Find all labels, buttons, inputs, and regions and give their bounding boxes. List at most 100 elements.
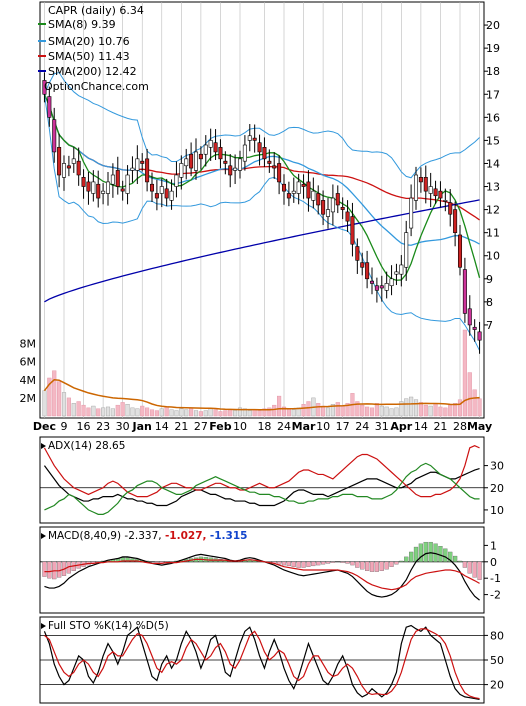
legend-item-sma50: SMA(50) 11.43	[38, 50, 130, 63]
candle-body	[394, 271, 399, 275]
macd-histogram-bar	[47, 561, 52, 579]
macd-histogram-bar	[453, 555, 458, 562]
volume-bar	[81, 404, 86, 417]
x-axis-label: 24	[277, 420, 291, 433]
candle-body	[467, 308, 472, 326]
volume-bar	[462, 329, 467, 417]
macd-histogram-bar	[277, 561, 282, 565]
macd-histogram-bar	[374, 561, 379, 572]
macd-title-label: MACD(8,40,9)	[48, 530, 121, 542]
stochastic-y-tick-label: 20	[490, 679, 504, 692]
x-axis-label: Mar	[292, 420, 316, 433]
candle-body	[164, 188, 169, 199]
volume-bar	[384, 406, 389, 417]
macd-histogram-bar	[291, 561, 296, 567]
macd-histogram-bar	[457, 560, 463, 562]
x-axis-label: 21	[433, 420, 447, 433]
macd-histogram-bar	[472, 561, 477, 578]
price-y-tick-label: 16	[486, 111, 500, 124]
macd-histogram-bar	[154, 561, 159, 563]
candle-body	[404, 232, 409, 268]
candle-body	[47, 96, 52, 118]
candle-body	[330, 197, 335, 213]
volume-y-tick-label: 8M	[20, 338, 37, 351]
candle-body	[281, 183, 287, 192]
price-y-tick-label: 14	[486, 157, 500, 170]
macd-lines	[44, 552, 480, 601]
candle-body	[101, 190, 106, 194]
candle-body	[316, 193, 321, 206]
volume-bar	[355, 401, 360, 417]
volume-bar	[325, 407, 331, 417]
candle-body	[184, 158, 189, 167]
volume-bar	[374, 403, 379, 417]
volume-bar	[213, 409, 218, 417]
candle-body	[477, 331, 482, 341]
volume-bar	[316, 403, 321, 417]
price-y-tick-label: 18	[486, 65, 500, 78]
volume-bar	[71, 403, 76, 417]
volume-bar	[477, 398, 482, 417]
volume-bar	[120, 402, 125, 417]
legend-label-sma50: SMA(50) 11.43	[48, 50, 130, 63]
volume-bar	[267, 407, 272, 417]
adx-title: ADX(14) 28.65	[41, 440, 125, 452]
sma200-line	[44, 199, 480, 303]
x-axis-label: 9	[61, 420, 68, 433]
candle-body	[365, 262, 370, 280]
macd-panel: -2 -1 0 1 MACD(8,40,9) -2.337, -1.027, -1.3…	[39, 526, 501, 614]
candle-body	[218, 147, 223, 160]
volume-bar	[306, 401, 311, 417]
volume-bars	[42, 329, 482, 417]
volume-bar	[76, 401, 81, 417]
volume-bar	[360, 404, 365, 417]
macd-signal-line	[44, 558, 480, 591]
volume-bar	[448, 404, 453, 417]
volume-bar	[379, 405, 384, 417]
x-axis-label: 14	[414, 420, 428, 433]
candle-body	[42, 80, 47, 95]
macd-histogram-bar	[57, 561, 62, 578]
volume-bar	[394, 407, 399, 417]
volume-bar	[433, 403, 438, 417]
x-axis-label: 17	[336, 420, 350, 433]
watermark: OptionChance.com	[44, 80, 149, 93]
macd-histogram-bar	[462, 561, 467, 568]
macd-histogram-bar	[369, 561, 375, 572]
volume-bar	[369, 407, 375, 417]
volume-bar	[101, 407, 106, 417]
candle-body	[448, 202, 453, 215]
volume-bar	[281, 406, 287, 417]
candle-body	[311, 190, 316, 201]
volume-bar	[179, 408, 184, 417]
price-y-tick-label: 20	[486, 19, 500, 32]
volume-bar	[365, 406, 370, 417]
macd-y-axis: -2 -1 0 1	[484, 539, 501, 602]
candle-body	[277, 163, 282, 183]
macd-histogram-bar	[345, 561, 350, 564]
price-y-tick-label: 8	[486, 296, 493, 309]
candle-body	[91, 181, 96, 194]
macd-histogram-bar	[384, 561, 389, 570]
adx-lines	[43, 444, 480, 515]
volume-bar	[340, 405, 345, 417]
candle-body	[262, 147, 267, 160]
volume-bar	[389, 408, 394, 417]
macd-title-text: MACD(8,40,9) -2.337, -1.027, -1.315	[48, 530, 247, 542]
candle-body	[66, 165, 71, 169]
stochastic-panel: 20 50 80 Full STO %K(14) %D(5)	[39, 616, 504, 704]
x-axis-label: 14	[155, 420, 169, 433]
candle-body	[340, 206, 345, 210]
stochastic-lines	[43, 624, 480, 700]
adx-title-text: ADX(14) 28.65	[48, 440, 125, 452]
di-minus-line	[43, 444, 480, 498]
volume-bar	[472, 389, 477, 417]
volume-bar	[438, 406, 443, 417]
adx-y-tick-label: 20	[490, 482, 504, 495]
macd-histogram-bar	[443, 548, 448, 562]
macd-histogram-bar	[281, 561, 287, 566]
adx-panel: 10 20 30 ADX(14) 28.65	[39, 436, 504, 524]
volume-bar	[61, 392, 67, 417]
candle-body	[360, 262, 365, 268]
candle-body	[301, 183, 306, 187]
